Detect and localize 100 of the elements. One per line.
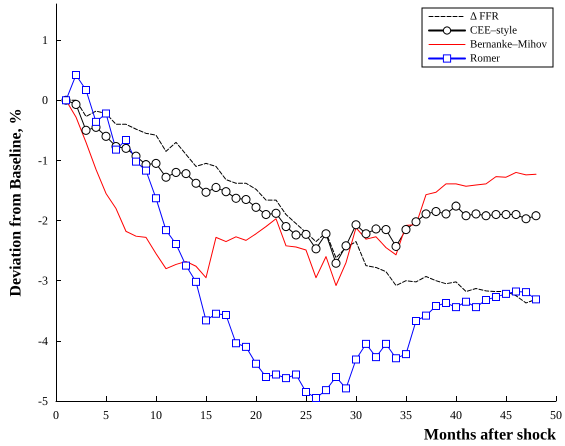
point — [442, 209, 450, 218]
y-tick-label: -4 — [38, 334, 48, 348]
point — [162, 172, 170, 182]
point — [322, 386, 330, 394]
point — [212, 310, 220, 318]
point — [422, 209, 430, 218]
point — [202, 188, 210, 197]
point — [452, 202, 460, 211]
point — [242, 194, 250, 204]
point — [462, 211, 470, 220]
point — [352, 220, 360, 230]
point — [172, 240, 180, 248]
point — [232, 194, 240, 203]
x-axis-title: Months after shock — [424, 426, 556, 444]
point — [482, 296, 490, 304]
point — [392, 242, 400, 251]
point — [72, 100, 80, 109]
point — [192, 278, 200, 286]
x-tick-label: 20 — [250, 408, 262, 422]
x-tick-label: 30 — [350, 408, 362, 422]
x-tick-label: 5 — [103, 408, 109, 422]
legend-label: Romer — [470, 52, 500, 64]
point — [332, 258, 340, 268]
point — [532, 295, 540, 304]
point — [122, 136, 130, 144]
point — [502, 210, 510, 220]
point — [352, 355, 360, 364]
y-tick-label: -2 — [38, 214, 48, 228]
point — [282, 222, 290, 232]
point — [372, 353, 380, 362]
point — [382, 340, 390, 348]
legend-label: CEE–style — [470, 24, 518, 36]
point — [522, 288, 530, 296]
point — [472, 209, 480, 218]
point — [322, 229, 330, 238]
point — [452, 303, 460, 312]
x-tick-label: 40 — [450, 408, 462, 422]
point — [302, 388, 310, 396]
point — [422, 312, 430, 320]
point — [532, 211, 540, 220]
point — [272, 208, 280, 218]
point — [312, 244, 320, 254]
point — [362, 340, 370, 348]
point — [202, 316, 210, 324]
legend-label: Bernanke–Mihov — [470, 38, 548, 50]
point — [142, 166, 150, 175]
point — [102, 132, 110, 141]
point — [102, 109, 110, 118]
point — [512, 288, 520, 296]
point — [412, 317, 420, 325]
point — [192, 178, 200, 188]
y-tick-label: -5 — [38, 394, 48, 408]
y-tick-label: 1 — [42, 33, 48, 48]
point — [302, 230, 310, 239]
point — [372, 224, 380, 234]
point — [262, 372, 270, 381]
point — [392, 354, 400, 362]
point — [512, 210, 520, 220]
y-tick-label: 0 — [42, 93, 48, 108]
point — [132, 158, 140, 166]
legend-label: Δ FFR — [470, 10, 500, 22]
point — [262, 210, 270, 220]
y-tick-label: -1 — [38, 153, 48, 168]
point — [122, 144, 130, 153]
point — [182, 262, 190, 270]
point — [432, 207, 440, 216]
point — [472, 303, 480, 312]
point — [112, 146, 120, 154]
point — [232, 339, 240, 348]
point — [342, 384, 350, 392]
point — [222, 187, 230, 196]
point — [222, 310, 230, 319]
point — [432, 302, 440, 310]
point — [482, 211, 490, 220]
point — [382, 225, 390, 234]
point — [252, 202, 260, 212]
point — [492, 292, 500, 301]
x-tick-label: 25 — [300, 408, 312, 422]
point — [72, 70, 80, 79]
point — [92, 118, 100, 126]
point — [412, 217, 420, 226]
point — [212, 182, 220, 192]
point — [402, 350, 410, 358]
point — [402, 225, 410, 234]
point — [492, 210, 500, 220]
point — [502, 290, 510, 298]
point — [272, 370, 280, 379]
x-tick-label: 45 — [500, 408, 512, 422]
point — [242, 342, 250, 351]
point — [182, 169, 190, 178]
y-tick-label: -3 — [38, 274, 48, 288]
point — [332, 372, 340, 381]
point — [292, 230, 300, 240]
point — [362, 229, 370, 238]
y-axis-title: Deviation from Baseline, % — [8, 108, 24, 297]
x-tick-label: 35 — [400, 408, 412, 422]
point — [172, 168, 180, 177]
point — [82, 126, 90, 135]
point — [162, 226, 170, 234]
point — [522, 214, 530, 224]
